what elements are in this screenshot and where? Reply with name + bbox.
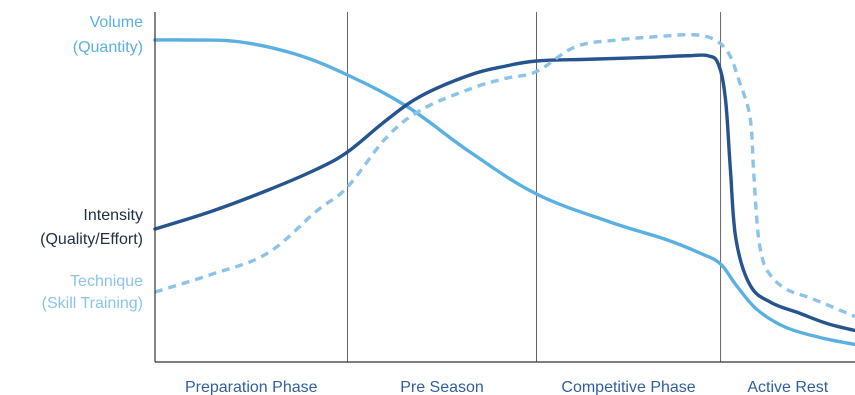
phase-labels: Preparation Phase Pre Season Competitive P… bbox=[185, 379, 829, 395]
phase-label: Pre Season bbox=[400, 379, 484, 395]
series-line bbox=[153, 38, 855, 347]
series-label-name: Technique bbox=[70, 273, 143, 290]
series-label-sub: (Skill Training) bbox=[42, 295, 143, 312]
phase-dividers bbox=[347, 12, 722, 362]
phase-label: Competitive Phase bbox=[561, 379, 695, 395]
series-labels: Volume (Quantity) Intensity (Quality/Effort… bbox=[40, 14, 143, 312]
phase-label: Active Rest bbox=[747, 379, 828, 395]
series-label-sub: (Quantity) bbox=[73, 39, 143, 56]
phase-label: Preparation Phase bbox=[185, 379, 318, 395]
series-label-name: Intensity bbox=[83, 207, 143, 224]
series-line bbox=[154, 32, 855, 319]
series-label-sub: (Quality/Effort) bbox=[40, 231, 143, 248]
series-lines bbox=[153, 32, 855, 347]
series-label-name: Volume bbox=[90, 14, 143, 31]
series-line bbox=[153, 53, 855, 333]
